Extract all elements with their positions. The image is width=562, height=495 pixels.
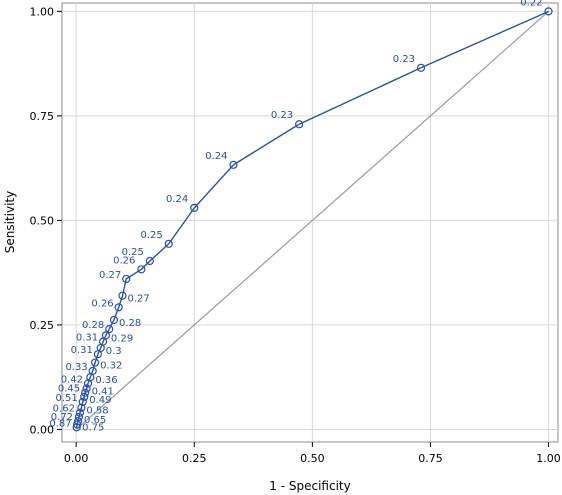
point-label: 0.26 — [91, 298, 113, 309]
roc-point — [80, 392, 89, 401]
roc-point — [90, 358, 100, 367]
point-label: 0.24 — [205, 151, 227, 162]
roc-point — [82, 384, 91, 393]
roc-point — [137, 265, 146, 274]
point-label: 0.51 — [56, 393, 78, 404]
point-label: 0.23 — [393, 54, 415, 65]
point-label: 0.87 — [49, 418, 71, 429]
roc-point — [77, 403, 86, 412]
point-label: 0.31 — [76, 333, 98, 344]
point-label: 0.49 — [89, 395, 111, 406]
roc-point — [74, 412, 84, 422]
roc-point — [164, 239, 173, 248]
y-axis-ticks: 0.00 0.25 0.50 0.75 1.00 — [30, 5, 62, 436]
roc-point — [83, 379, 93, 388]
roc-curve — [75, 10, 549, 428]
y-tick-label: 0.25 — [30, 319, 55, 332]
x-axis-ticks: 0.00 0.25 0.50 0.75 1.00 — [64, 442, 561, 465]
point-label: 0.24 — [166, 194, 188, 205]
roc-point — [145, 256, 154, 266]
roc-point — [229, 160, 238, 169]
point-label: 0.27 — [99, 270, 121, 281]
x-tick-label: 0.75 — [418, 452, 443, 465]
point-label: 0.42 — [61, 374, 83, 385]
point-label: 0.3 — [106, 346, 122, 357]
reference-line — [75, 10, 549, 430]
point-label: 0.65 — [84, 415, 106, 426]
roc-point — [114, 303, 123, 312]
point-label: 0.31 — [71, 345, 93, 356]
x-tick-label: 0.50 — [300, 452, 325, 465]
point-label: 0.28 — [82, 320, 104, 331]
point-label: 0.26 — [113, 255, 135, 266]
roc-point — [81, 388, 90, 397]
roc-point — [190, 203, 199, 212]
y-axis-title: Sensitivity — [3, 191, 17, 253]
roc-point — [78, 397, 87, 406]
roc-point — [416, 63, 426, 72]
roc-point — [109, 315, 119, 325]
point-label: 0.32 — [100, 361, 122, 372]
point-label: 0.28 — [119, 318, 141, 329]
point-label: 0.36 — [95, 375, 117, 386]
point-label: 0.33 — [65, 362, 87, 373]
point-label: 0.72 — [51, 412, 73, 423]
y-tick-label: 0.00 — [30, 423, 55, 436]
roc-point — [295, 120, 304, 129]
point-label: 0.22 — [520, 0, 542, 8]
point-label: 0.25 — [140, 230, 162, 241]
roc-curve-line — [75, 10, 549, 428]
point-label: 0.27 — [127, 294, 149, 305]
roc-point — [544, 7, 553, 16]
y-tick-label: 1.00 — [30, 5, 55, 18]
x-axis-title: 1 - Specificity — [269, 479, 350, 493]
y-tick-label: 0.75 — [30, 110, 55, 123]
grid-lines — [62, 3, 558, 442]
roc-points — [72, 7, 553, 432]
roc-point — [72, 423, 81, 432]
x-tick-label: 1.00 — [536, 452, 561, 465]
point-label: 0.29 — [111, 333, 133, 344]
reference-diagonal — [75, 10, 549, 430]
roc-point — [105, 325, 114, 334]
point-labels: 0.220.230.230.240.240.250.250.260.270.27… — [49, 0, 542, 433]
point-label: 0.23 — [271, 110, 293, 121]
point-label: 0.75 — [82, 422, 104, 433]
point-label: 0.41 — [92, 386, 114, 397]
y-tick-label: 0.50 — [30, 214, 55, 227]
point-label: 0.45 — [58, 384, 80, 395]
roc-point — [122, 274, 131, 284]
roc-point — [73, 420, 82, 429]
x-tick-label: 0.00 — [64, 452, 89, 465]
point-label: 0.25 — [122, 247, 144, 258]
roc-point — [93, 350, 103, 359]
x-tick-label: 0.25 — [182, 452, 207, 465]
roc-point — [118, 291, 127, 300]
point-label: 0.58 — [86, 406, 108, 417]
roc-point — [75, 408, 85, 417]
point-label: 0.62 — [53, 404, 75, 415]
